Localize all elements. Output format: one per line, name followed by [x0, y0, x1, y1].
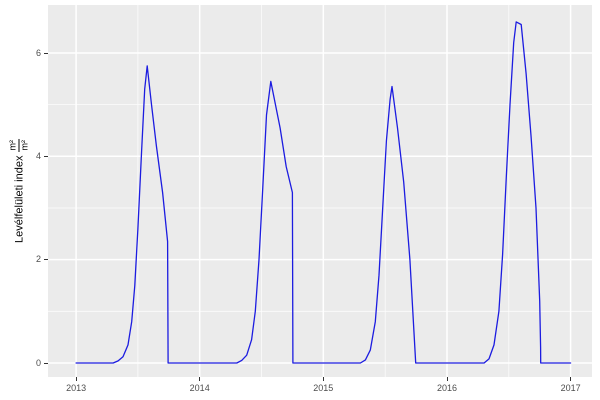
y-axis-unit-denominator: m² — [18, 139, 30, 152]
x-tick-mark — [199, 377, 201, 381]
x-tick-label: 2013 — [66, 383, 87, 393]
x-tick-label: 2014 — [189, 383, 210, 393]
chart-canvas — [48, 5, 592, 377]
plot-panel — [48, 5, 592, 377]
y-tick-mark — [44, 259, 48, 261]
y-tick-mark — [44, 362, 48, 364]
x-tick-mark — [322, 377, 324, 381]
lai-line-series — [75, 21, 572, 364]
x-tick-mark — [446, 377, 448, 381]
x-tick-label: 2015 — [313, 383, 334, 393]
y-axis-unit-numerator: m² — [7, 140, 18, 151]
y-tick-label: 2 — [35, 254, 41, 265]
y-tick-mark — [44, 155, 48, 157]
y-tick-mark — [44, 52, 48, 54]
x-tick-mark — [75, 377, 77, 381]
x-tick-label: 2017 — [560, 383, 581, 393]
y-axis-unit-fraction: m² m² — [7, 139, 30, 152]
y-tick-label: 6 — [35, 47, 41, 58]
x-tick-mark — [570, 377, 572, 381]
y-tick-label: 4 — [35, 150, 41, 161]
y-tick-label: 0 — [35, 357, 41, 368]
y-axis-title-text: Levélfelületi index — [13, 155, 25, 243]
x-tick-label: 2016 — [436, 383, 458, 393]
